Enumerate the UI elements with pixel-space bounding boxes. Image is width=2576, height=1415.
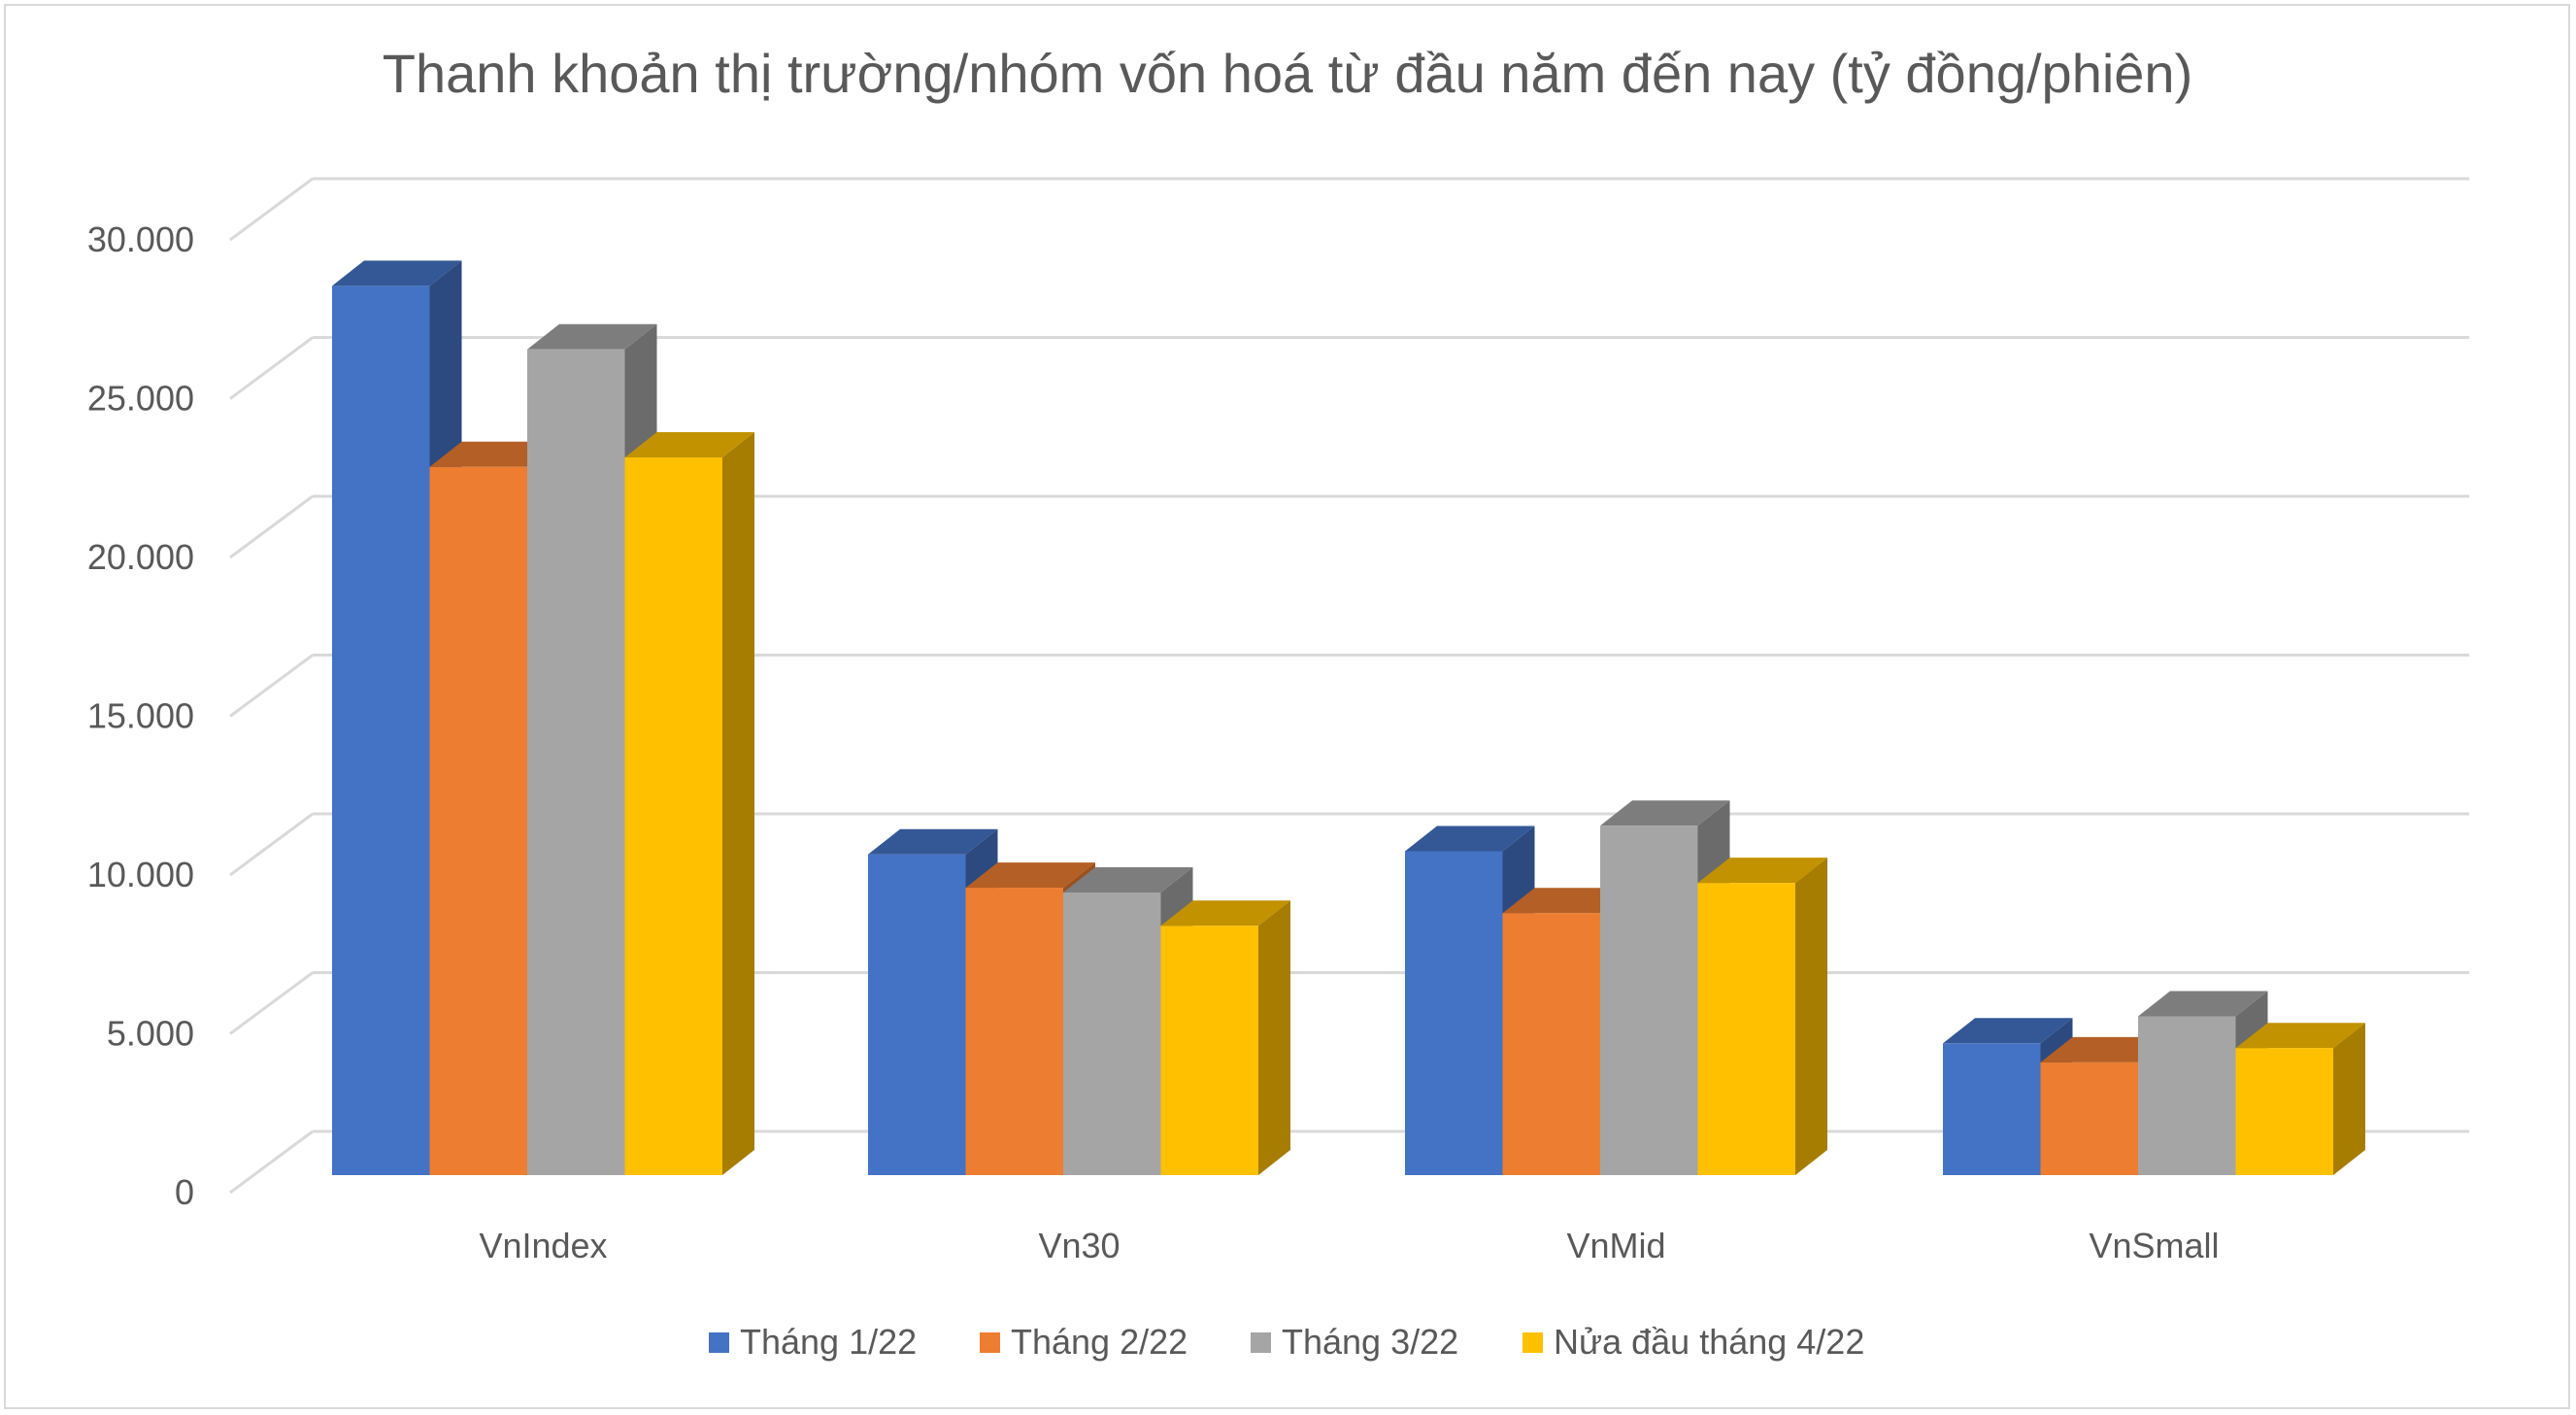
y-tick-label: 10.000 xyxy=(87,855,194,894)
bar-front xyxy=(2040,1061,2138,1175)
bar-front xyxy=(1600,825,1698,1175)
legend: Tháng 1/22 Tháng 2/22 Tháng 3/22 Nửa đầu th… xyxy=(709,1322,1864,1362)
y-tick-label: 0 xyxy=(175,1172,194,1212)
bar-front xyxy=(868,854,966,1175)
bar-front xyxy=(429,466,527,1175)
bar-side xyxy=(1258,900,1290,1175)
x-axis-ticks: VnIndex Vn30 VnMid VnSmall xyxy=(479,1226,2219,1265)
bars xyxy=(332,260,2365,1176)
gridline-diagonal xyxy=(229,494,314,559)
bar-top xyxy=(1405,825,1535,852)
gridline-diagonal xyxy=(229,177,314,242)
bar-vnmid-series-4 xyxy=(1697,858,1827,1175)
x-tick-label: Vn30 xyxy=(1038,1226,1120,1265)
bar-top xyxy=(332,260,462,286)
y-tick-label: 20.000 xyxy=(87,537,194,577)
bar-front xyxy=(527,349,625,1175)
bar-top xyxy=(1697,858,1827,884)
legend-label: Tháng 2/22 xyxy=(1011,1322,1188,1362)
bar-front xyxy=(1697,883,1795,1175)
y-axis-ticks: 0 5.000 10.000 15.000 20.000 25.000 30.000 xyxy=(87,219,194,1212)
x-tick-label: VnMid xyxy=(1566,1226,1665,1265)
bar-top xyxy=(1160,900,1290,926)
legend-label: Tháng 3/22 xyxy=(1282,1322,1458,1362)
legend-item: Tháng 2/22 xyxy=(980,1322,1188,1362)
bar-front xyxy=(1063,892,1161,1175)
x-tick-label: VnIndex xyxy=(479,1226,607,1265)
legend-swatch xyxy=(980,1332,1000,1353)
bar-side xyxy=(2333,1023,2365,1175)
legend-swatch xyxy=(709,1332,729,1353)
y-tick-label: 5.000 xyxy=(107,1014,194,1054)
chart-title: Thanh khoản thị trường/nhóm vốn hoá từ đ… xyxy=(383,43,2192,104)
bar-top xyxy=(624,431,754,457)
y-tick-label: 25.000 xyxy=(87,379,194,419)
bar-side xyxy=(1795,858,1827,1175)
legend-label: Tháng 1/22 xyxy=(740,1322,917,1362)
y-tick-label: 15.000 xyxy=(87,696,194,736)
bar-top xyxy=(527,323,657,350)
bar-top xyxy=(429,441,559,467)
x-tick-label: VnSmall xyxy=(2089,1226,2219,1265)
bar-top xyxy=(1600,800,1730,826)
bar-front xyxy=(965,888,1063,1175)
legend-item: Nửa đầu tháng 4/22 xyxy=(1522,1322,1864,1362)
bar-front xyxy=(2235,1048,2333,1175)
bar-vnsmall-series-3 xyxy=(2138,991,2268,1175)
legend-swatch xyxy=(1251,1332,1271,1353)
legend-label: Nửa đầu tháng 4/22 xyxy=(1554,1322,1864,1362)
bar-front xyxy=(1502,913,1600,1175)
bar-front xyxy=(332,286,430,1175)
bar-top xyxy=(1502,888,1632,914)
bar-top xyxy=(868,828,998,855)
bar-side xyxy=(722,431,754,1176)
bar-front xyxy=(2138,1016,2236,1175)
bar-front xyxy=(1160,926,1258,1175)
legend-item: Tháng 1/22 xyxy=(709,1322,917,1362)
bar-vnsmall-series-4 xyxy=(2235,1023,2365,1175)
gridline-diagonal xyxy=(229,1129,314,1195)
bar-top xyxy=(1063,866,1193,893)
bar-top xyxy=(2138,991,2268,1017)
gridline-diagonal xyxy=(229,654,314,718)
bar-top xyxy=(2235,1023,2365,1049)
bar-front xyxy=(624,456,722,1176)
bar-front xyxy=(1943,1043,2041,1175)
legend-swatch xyxy=(1522,1332,1543,1353)
y-tick-label: 30.000 xyxy=(87,219,194,259)
bar-vn30-series-4 xyxy=(1160,900,1290,1175)
bar-top xyxy=(1943,1018,2073,1044)
gridline-diagonal xyxy=(229,812,314,877)
gridline-diagonal xyxy=(229,336,314,400)
bar-front xyxy=(1405,851,1503,1175)
chart-frame xyxy=(4,4,2570,1409)
legend-item: Tháng 3/22 xyxy=(1251,1322,1458,1362)
gridline-diagonal xyxy=(229,971,314,1035)
bar-top xyxy=(2040,1036,2170,1062)
bar-top xyxy=(965,862,1095,889)
bar-vnindex-series-4 xyxy=(624,431,754,1176)
